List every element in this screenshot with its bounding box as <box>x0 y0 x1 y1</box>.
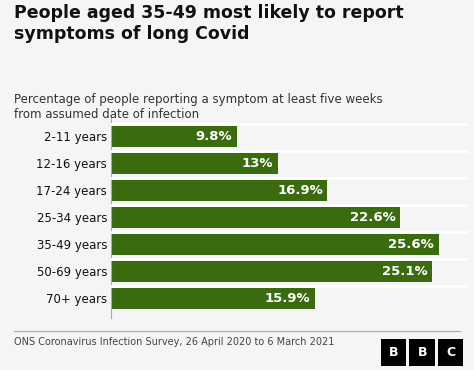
Bar <box>111 207 400 228</box>
Text: 13%: 13% <box>242 157 273 170</box>
Text: ONS Coronavirus Infection Survey, 26 April 2020 to 6 March 2021: ONS Coronavirus Infection Survey, 26 Apr… <box>14 337 335 347</box>
Bar <box>111 261 432 282</box>
FancyBboxPatch shape <box>381 339 406 366</box>
Text: 15.9%: 15.9% <box>264 292 310 305</box>
Text: 25.6%: 25.6% <box>388 238 434 251</box>
Text: 22.6%: 22.6% <box>350 211 396 224</box>
Text: B: B <box>389 346 399 359</box>
Text: 25.1%: 25.1% <box>382 265 428 278</box>
Text: Percentage of people reporting a symptom at least five weeks
from assumed date o: Percentage of people reporting a symptom… <box>14 92 383 121</box>
Bar <box>111 126 237 147</box>
Bar <box>111 180 328 201</box>
Text: 16.9%: 16.9% <box>277 184 323 197</box>
Bar <box>111 234 438 255</box>
Text: 9.8%: 9.8% <box>196 130 232 143</box>
FancyBboxPatch shape <box>438 339 464 366</box>
Text: People aged 35-49 most likely to report
symptoms of long Covid: People aged 35-49 most likely to report … <box>14 4 404 43</box>
Text: B: B <box>418 346 427 359</box>
Bar <box>111 153 278 174</box>
Text: C: C <box>446 346 455 359</box>
Bar <box>111 288 315 309</box>
FancyBboxPatch shape <box>410 339 435 366</box>
